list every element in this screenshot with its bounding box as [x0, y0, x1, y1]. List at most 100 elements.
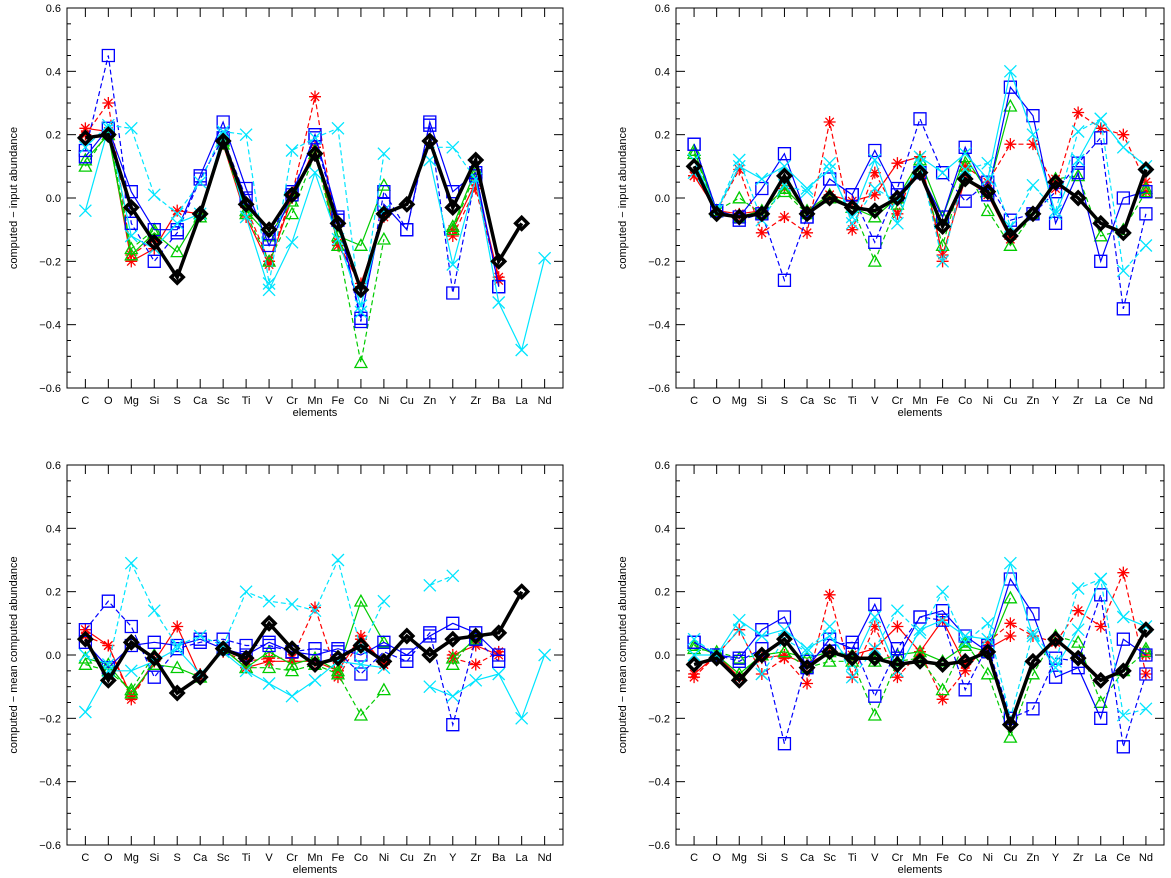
- data-point-cross: [823, 629, 837, 643]
- data-point-cross: [124, 229, 138, 243]
- x-tick-label: Cr: [892, 852, 904, 864]
- data-point-cross: [1071, 582, 1085, 595]
- x-tick-label: Sc: [217, 852, 230, 864]
- series-cyan-dashed: [78, 553, 460, 671]
- data-point-triangle: [261, 660, 277, 674]
- data-point-square: [124, 216, 138, 230]
- data-point-triangle: [376, 682, 391, 696]
- x-tick-label: Cu: [1003, 395, 1017, 407]
- x-tick-label: Fe: [936, 852, 949, 864]
- data-point-asterisk: [79, 128, 92, 141]
- data-point-square: [78, 623, 93, 637]
- data-point-cross: [354, 658, 368, 671]
- data-point-asterisk: [755, 652, 768, 665]
- data-point-cross: [262, 283, 276, 297]
- x-tick-label: Ce: [1116, 852, 1130, 864]
- data-point-diamond: [490, 252, 508, 270]
- data-point-diamond: [1001, 716, 1019, 734]
- data-point-asterisk: [981, 636, 994, 649]
- x-tick-label: Nd: [1139, 852, 1153, 864]
- data-point-asterisk: [936, 693, 949, 706]
- data-point-diamond: [260, 221, 278, 239]
- data-point-asterisk: [733, 671, 746, 684]
- data-point-asterisk: [79, 122, 92, 135]
- chart-top-left: 0.6 0.4 0.2 0.0 −0.2 −0.4 −0.6 C O Mg Si S Ca Sc Ti V Cr…: [8, 3, 564, 419]
- y-tick-label: 0.2: [46, 587, 61, 599]
- data-point-asterisk: [102, 639, 115, 652]
- data-point-diamond: [421, 646, 439, 664]
- data-point-cross: [170, 207, 184, 221]
- data-point-diamond: [911, 652, 929, 670]
- data-point-square: [755, 181, 769, 196]
- data-point-cross: [845, 216, 859, 230]
- x-tick-label: Ca: [193, 852, 208, 864]
- x-tick-label: Mn: [307, 395, 322, 407]
- data-point-asterisk: [331, 671, 344, 684]
- data-point-asterisk: [102, 97, 115, 109]
- data-point-triangle: [330, 238, 346, 251]
- data-point-cross: [170, 642, 184, 656]
- data-point-square: [732, 654, 746, 668]
- data-point-cross: [936, 166, 950, 180]
- data-point-triangle: [170, 244, 185, 258]
- data-point-cross: [732, 153, 746, 167]
- data-point-asterisk: [688, 671, 701, 684]
- x-tick-label: Zr: [471, 395, 482, 407]
- data-point-diamond: [76, 129, 94, 147]
- data-point-cross: [262, 277, 276, 290]
- x-tick-label: O: [712, 852, 721, 864]
- data-point-cross: [492, 296, 506, 309]
- data-point-diamond: [888, 656, 906, 673]
- y-tick-label: 0.4: [46, 66, 61, 78]
- data-point-square: [423, 626, 437, 640]
- data-point-square: [913, 610, 927, 624]
- data-point-square: [958, 194, 972, 208]
- x-tick-label: S: [174, 852, 181, 864]
- data-point-triangle: [1093, 695, 1108, 708]
- data-point-cross: [1049, 661, 1063, 675]
- data-point-diamond: [1001, 227, 1019, 245]
- data-point-triangle: [170, 660, 185, 674]
- x-tick-label: Mg: [732, 395, 747, 407]
- x-tick-label: Mg: [124, 852, 139, 864]
- data-point-triangle: [1138, 641, 1154, 655]
- data-point-cross: [331, 121, 345, 135]
- data-point-cross: [170, 216, 184, 230]
- data-point-diamond: [708, 649, 726, 667]
- y-tick-label: −0.2: [39, 256, 61, 268]
- data-point-asterisk: [891, 671, 904, 684]
- data-point-asterisk: [688, 169, 701, 182]
- data-point-cross: [262, 594, 276, 608]
- data-point-diamond: [237, 649, 255, 667]
- data-point-asterisk: [1004, 630, 1017, 642]
- x-axis-label: elements: [293, 864, 338, 876]
- data-point-square: [845, 635, 859, 649]
- data-point-triangle: [822, 653, 837, 667]
- series-black-solid: [685, 157, 1155, 245]
- data-point-diamond: [99, 126, 117, 144]
- data-point-diamond: [444, 199, 462, 216]
- data-point-asterisk: [981, 642, 994, 655]
- data-point-cross: [1139, 702, 1153, 716]
- data-point-triangle: [284, 657, 300, 670]
- data-point-triangle: [445, 222, 460, 236]
- data-point-asterisk: [1094, 620, 1107, 633]
- data-point-diamond: [753, 646, 771, 664]
- y-axis-label: computed − input abundance: [617, 127, 629, 269]
- plot-area: [685, 556, 1155, 754]
- data-point-square: [958, 683, 972, 697]
- data-point-asterisk: [469, 182, 482, 195]
- data-point-cross: [687, 648, 701, 662]
- y-tick-label: −0.4: [648, 320, 670, 332]
- data-point-diamond: [191, 668, 209, 686]
- x-tick-label: Sc: [823, 395, 836, 407]
- data-point-cross: [147, 604, 161, 618]
- x-axis-label: elements: [293, 407, 338, 419]
- data-point-asterisk: [936, 249, 949, 261]
- x-tick-label: Sc: [217, 395, 230, 407]
- x-tick-label: C: [81, 852, 89, 864]
- data-point-triangle: [1138, 184, 1154, 198]
- data-point-square: [400, 223, 414, 237]
- data-point-diamond: [467, 627, 485, 645]
- data-point-asterisk: [1117, 128, 1130, 141]
